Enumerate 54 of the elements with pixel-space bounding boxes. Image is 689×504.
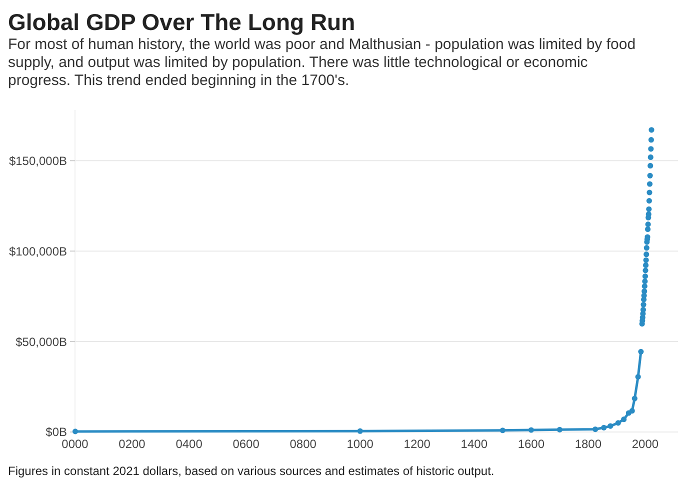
x-tick-label: 0800 — [290, 437, 317, 451]
point — [646, 211, 652, 217]
x-tick-label: 0600 — [232, 437, 260, 451]
point — [642, 283, 648, 289]
point — [638, 348, 644, 354]
point — [642, 273, 648, 280]
point — [629, 408, 635, 414]
point — [608, 423, 614, 429]
point — [647, 172, 653, 178]
chart-subtitle: For most of human history, the world was poor and Malthusian - population was limited by food supply, and output was limited by population. There was little technological or economic progress. This trend ended beginning in the 1700's. — [8, 36, 637, 90]
point — [642, 268, 648, 274]
point — [648, 154, 654, 160]
point — [640, 302, 646, 308]
point — [646, 190, 652, 196]
point — [646, 206, 652, 212]
point — [72, 428, 78, 434]
x-tick-label: 1000 — [346, 437, 374, 451]
point — [592, 426, 598, 432]
point — [648, 162, 654, 169]
y-tick-label: $0B — [46, 425, 67, 440]
point — [642, 278, 648, 284]
text: Figures in constant 2021 dollars, based on various sources and estimates of historic output. — [8, 464, 494, 478]
x-tick-label: 0400 — [176, 437, 203, 451]
point — [644, 245, 650, 251]
point — [621, 416, 627, 422]
point — [500, 428, 506, 434]
point — [643, 257, 649, 263]
point — [642, 262, 649, 268]
point — [601, 424, 607, 430]
point — [528, 427, 534, 433]
point — [556, 426, 562, 432]
x-tick-label: 2000 — [632, 437, 659, 451]
y-tick-label: $150,000B — [8, 154, 67, 168]
x-tick-label: 1400 — [460, 437, 488, 451]
point — [357, 428, 363, 434]
point — [648, 137, 654, 143]
point — [644, 252, 650, 258]
point — [615, 420, 621, 426]
point — [646, 181, 653, 187]
x-tick-label: 0000 — [62, 437, 89, 451]
point — [648, 146, 654, 152]
y-tick-label: $100,000B — [8, 244, 67, 258]
point — [646, 198, 652, 204]
point — [635, 374, 641, 380]
x-tick-label: 1800 — [574, 437, 602, 451]
point — [645, 222, 651, 228]
point — [644, 226, 651, 232]
x-tick-label: 1200 — [404, 437, 431, 451]
x-tick-label: 0200 — [118, 437, 146, 451]
chart-title: Global GDP Over The Long Run — [8, 8, 356, 36]
point — [632, 396, 638, 402]
y-tick-label: $50,000B — [16, 334, 67, 349]
x-tick-label: 1600 — [518, 437, 545, 451]
point — [648, 127, 654, 133]
